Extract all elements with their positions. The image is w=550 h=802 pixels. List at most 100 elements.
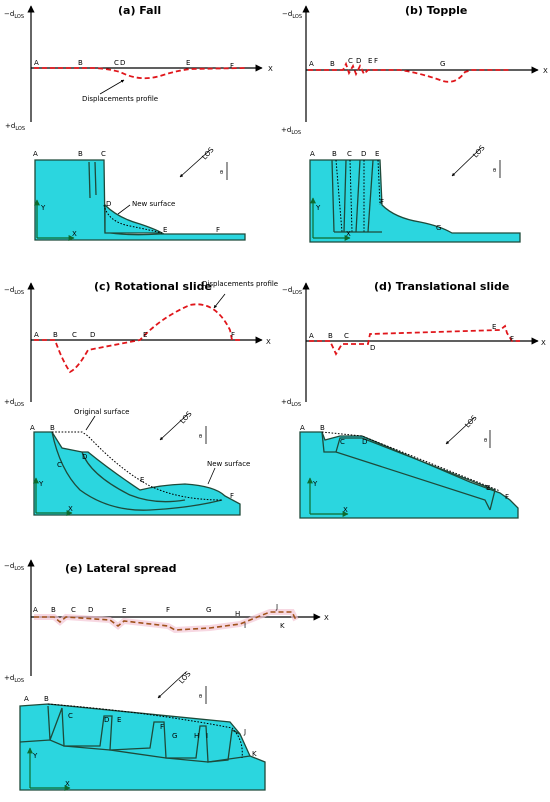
- a-los-arrow: [179, 149, 211, 178]
- c-los-label: LOS: [179, 409, 194, 425]
- d-sec-x: X: [343, 506, 348, 514]
- b-dots-1: [335, 159, 343, 233]
- a-sec-A: A: [33, 150, 38, 158]
- e-pt-D: D: [88, 606, 93, 614]
- a-theta: θ: [220, 170, 223, 176]
- b-sec-E: E: [375, 150, 379, 158]
- c-los-arrow: [159, 413, 189, 441]
- e-los-label: LOS: [178, 669, 193, 685]
- a-sec-x: X: [72, 230, 77, 238]
- a-sec-F: F: [216, 226, 220, 234]
- a-pt-C: C: [114, 59, 119, 67]
- d-pt-B: B: [328, 332, 333, 340]
- a-x-label: X: [268, 65, 273, 73]
- b-pt-E: E: [368, 57, 372, 65]
- b-sec-A: A: [310, 150, 315, 158]
- a-crack-1: [88, 161, 91, 199]
- b-pt-G: G: [440, 60, 445, 68]
- e-sec-y: Y: [32, 752, 38, 760]
- a-profile-arrow: [99, 79, 125, 95]
- c-pt-B: B: [53, 331, 58, 339]
- e-theta: θ: [199, 694, 202, 700]
- d-pt-A: A: [309, 332, 314, 340]
- c-theta: θ: [199, 434, 202, 440]
- a-sec-C: C: [101, 150, 106, 158]
- panel-b-topple: (b) Topple X −dLOS +dLOS A B C D E F G A…: [281, 4, 548, 243]
- e-sec-I: I: [206, 732, 208, 740]
- d-sec-B: B: [320, 424, 325, 432]
- b-sec-B: B: [332, 150, 337, 158]
- c-pt-D: D: [90, 331, 95, 339]
- panel-a-title: (a) Fall: [118, 4, 161, 17]
- c-sec-C: C: [57, 461, 62, 469]
- c-inner-block: [81, 451, 186, 503]
- e-sec-A: A: [24, 695, 29, 703]
- e-pt-G: G: [206, 606, 211, 614]
- a-pt-B: B: [78, 59, 83, 67]
- a-pt-A: A: [34, 59, 39, 67]
- e-pos-d-label: +dLOS: [4, 674, 24, 684]
- e-slope-body: [19, 703, 266, 791]
- a-surface-note: New surface: [132, 200, 175, 208]
- a-sec-B: B: [78, 150, 83, 158]
- b-pt-F: F: [374, 57, 378, 65]
- b-slope-body: [309, 159, 521, 243]
- c-surface-note: New surface: [207, 460, 250, 468]
- e-sec-K: K: [252, 750, 257, 758]
- c-pt-F: F: [231, 331, 235, 339]
- d-pt-F: F: [510, 335, 514, 343]
- a-pt-F: F: [230, 62, 234, 70]
- e-pt-K: K: [280, 622, 285, 630]
- e-sec-E: E: [117, 716, 121, 724]
- e-sec-J: J: [243, 728, 246, 736]
- c-slip-surface: [51, 431, 223, 511]
- c-original-note: Original surface: [74, 408, 130, 416]
- b-displacement-profile: [308, 61, 510, 83]
- a-sec-y: Y: [40, 204, 46, 212]
- c-sec-x: X: [68, 505, 73, 513]
- b-neg-d-label: −dLOS: [282, 10, 302, 20]
- d-pos-d-label: +dLOS: [281, 398, 301, 408]
- c-x-label: X: [266, 338, 271, 346]
- e-displacement-profile: [34, 611, 297, 631]
- a-debris: [104, 203, 165, 234]
- d-los-label: LOS: [464, 413, 479, 429]
- b-pt-A: A: [309, 60, 314, 68]
- a-sec-E: E: [163, 226, 167, 234]
- panel-a-fall: (a) Fall X −dLOS +dLOS A B C D E F Displ…: [4, 4, 273, 241]
- b-block-1: [331, 159, 335, 233]
- e-profile-halo: [34, 609, 299, 634]
- b-los-arrow: [451, 147, 482, 177]
- d-sec-E: E: [486, 484, 490, 492]
- e-sec-F: F: [160, 723, 164, 731]
- e-pt-H: H: [235, 610, 240, 618]
- c-sec-A: A: [30, 424, 35, 432]
- panel-e-lateral: (e) Lateral spread X −dLOS +dLOS A B C D…: [4, 559, 329, 791]
- b-pt-D: D: [356, 57, 361, 65]
- c-profile-note: Displacements profile: [202, 280, 278, 288]
- d-los-arrow: [445, 417, 475, 445]
- a-pt-D: D: [120, 59, 125, 67]
- b-x-label: X: [543, 67, 548, 75]
- e-sec-C: C: [68, 712, 73, 720]
- d-sec-D: D: [362, 438, 367, 446]
- b-los-label: LOS: [472, 143, 487, 159]
- a-surface-leader: [117, 204, 131, 215]
- e-pt-J: J: [275, 603, 278, 611]
- c-original-surface: [52, 431, 223, 501]
- e-pt-E: E: [122, 607, 126, 615]
- b-dots-2: [349, 159, 353, 233]
- e-neg-d-label: −dLOS: [4, 562, 24, 572]
- a-los-label: LOS: [201, 145, 216, 161]
- a-profile-note: Displacements profile: [82, 95, 158, 103]
- c-pt-E: E: [143, 331, 147, 339]
- b-pt-B: B: [330, 60, 335, 68]
- a-sec-D: D: [106, 200, 111, 208]
- b-sec-y: Y: [315, 204, 321, 212]
- panel-e-title: (e) Lateral spread: [65, 562, 177, 575]
- a-crack-2: [94, 161, 97, 196]
- e-original-surface: [47, 703, 243, 759]
- a-new-surface-dots: [103, 204, 163, 234]
- panel-c-title: (c) Rotational slide: [94, 280, 212, 293]
